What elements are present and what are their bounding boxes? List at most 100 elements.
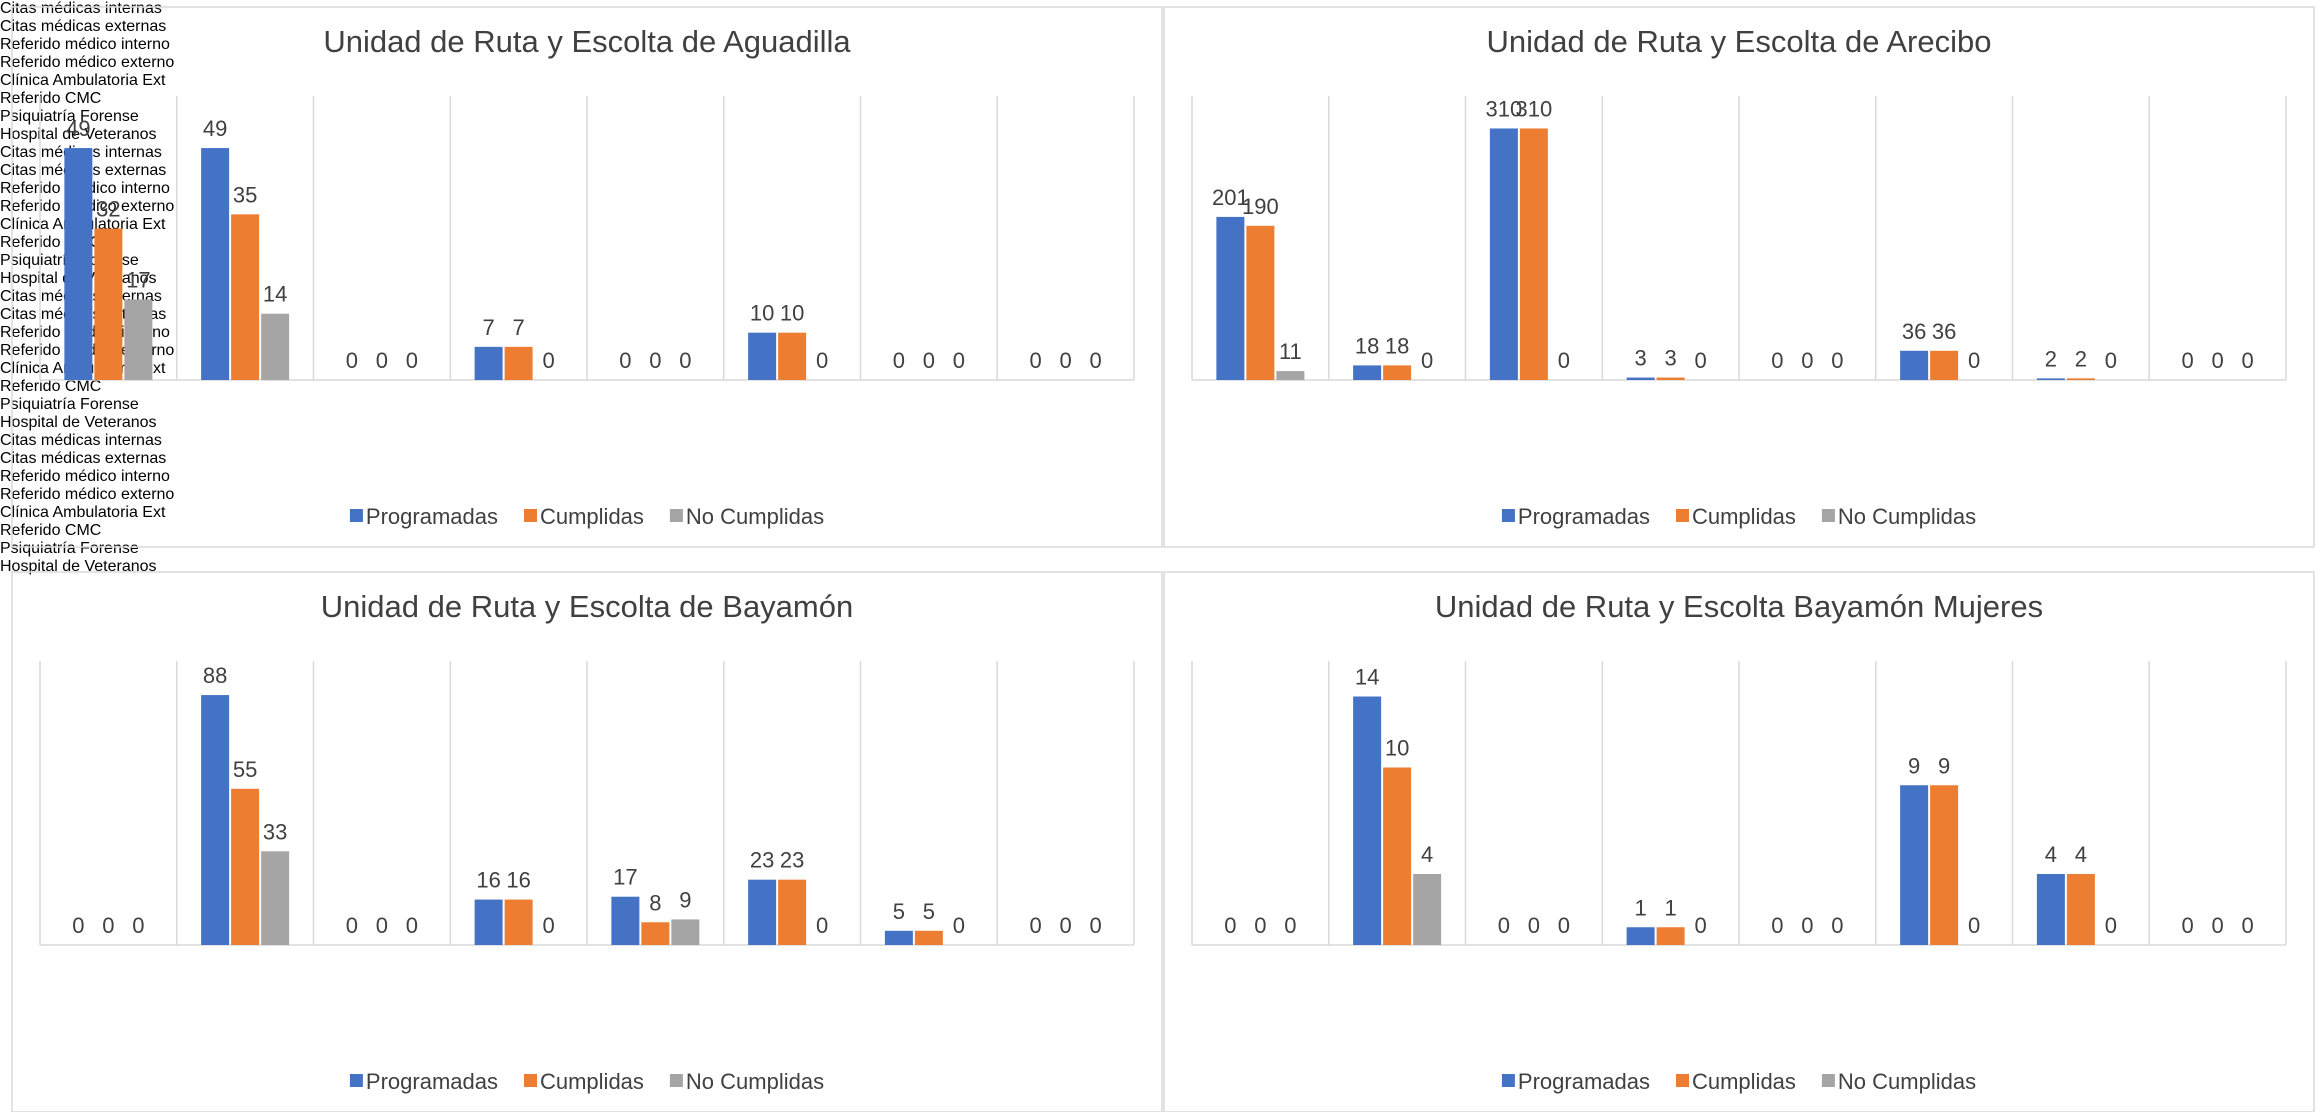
x-tick-label: Referido médico externo — [0, 486, 175, 503]
data-label: 7 — [513, 315, 525, 340]
legend-label: Cumplidas — [540, 1069, 644, 1094]
data-label: 0 — [1771, 913, 1783, 938]
data-label: 0 — [1695, 348, 1707, 373]
data-label: 0 — [816, 348, 828, 373]
data-label: 0 — [1831, 348, 1843, 373]
data-label: 0 — [132, 913, 144, 938]
data-label: 0 — [953, 913, 965, 938]
bar — [1413, 874, 1442, 945]
data-label: 0 — [1528, 913, 1540, 938]
data-label: 0 — [102, 913, 114, 938]
x-tick-label: Referido CMC — [0, 378, 102, 395]
legend-label: Programadas — [1518, 1069, 1650, 1094]
data-label: 49 — [66, 116, 90, 141]
bar — [64, 148, 93, 380]
bar — [124, 299, 153, 380]
bar — [611, 896, 640, 945]
data-label: 0 — [679, 348, 691, 373]
data-label: 0 — [406, 913, 418, 938]
chart-title: Unidad de Ruta y Escolta de Arecibo — [1487, 24, 1992, 59]
bar — [1353, 696, 1382, 945]
data-label: 2 — [2045, 346, 2057, 371]
data-label: 10 — [750, 301, 774, 326]
chart-title: Unidad de Ruta y Escolta Bayamón Mujeres — [1435, 589, 2043, 624]
bar — [1900, 785, 1929, 945]
data-label: 0 — [2182, 913, 2194, 938]
data-label: 9 — [1938, 753, 1950, 778]
data-label: 201 — [1212, 185, 1249, 210]
bar — [94, 228, 123, 380]
data-label: 4 — [2075, 842, 2087, 867]
x-tick-label: Referido médico interno — [0, 36, 170, 53]
x-tick-label: Referido médico interno — [0, 468, 170, 485]
bar — [1276, 371, 1305, 380]
x-tick-label: Clínica Ambulatoria Ext — [0, 72, 166, 89]
legend-swatch — [523, 509, 537, 522]
bar — [1519, 128, 1548, 380]
data-label: 0 — [923, 348, 935, 373]
legend-swatch — [1821, 1074, 1835, 1087]
data-label: 1 — [1635, 895, 1647, 920]
data-label: 0 — [543, 348, 555, 373]
data-label: 0 — [2212, 348, 2224, 373]
data-label: 9 — [679, 887, 691, 912]
x-tick-label: Citas médicas externas — [0, 450, 167, 467]
legend-swatch — [1821, 509, 1835, 522]
bar — [748, 332, 777, 380]
x-tick-label: Hospital de Veteranos — [0, 558, 157, 575]
data-label: 32 — [96, 197, 120, 222]
x-tick-label: Psiquiatría Forense — [0, 108, 139, 125]
x-tick-label: Citas médicas internas — [0, 432, 162, 449]
data-label: 16 — [506, 868, 530, 893]
data-label: 0 — [2182, 348, 2194, 373]
data-label: 88 — [203, 663, 227, 688]
data-label: 0 — [1831, 913, 1843, 938]
data-label: 36 — [1932, 319, 1956, 344]
bar — [2036, 378, 2065, 380]
data-label: 0 — [1284, 913, 1296, 938]
bar — [1216, 216, 1245, 380]
data-label: 0 — [2105, 913, 2117, 938]
bar — [504, 346, 533, 380]
x-tick-label: Referido CMC — [0, 90, 102, 107]
bar — [504, 899, 533, 945]
bar — [884, 930, 913, 945]
bar — [1383, 365, 1412, 380]
legend-swatch — [669, 509, 683, 522]
bar — [1930, 350, 1959, 380]
x-tick-label: Hospital de Veteranos — [0, 126, 157, 143]
data-label: 0 — [619, 348, 631, 373]
bar — [778, 879, 807, 945]
data-label: 7 — [483, 315, 495, 340]
legend-swatch — [523, 1074, 537, 1087]
x-tick-label: Psiquiatría Forense — [0, 396, 139, 413]
bar — [1353, 365, 1382, 380]
bar — [201, 695, 230, 945]
legend-swatch — [1501, 1074, 1515, 1087]
data-label: 0 — [816, 913, 828, 938]
data-label: 18 — [1355, 333, 1379, 358]
bar — [1489, 128, 1518, 380]
legend-label: No Cumplidas — [686, 1069, 824, 1094]
legend-swatch — [1675, 1074, 1689, 1087]
data-label: 0 — [1030, 348, 1042, 373]
data-label: 0 — [376, 348, 388, 373]
legend-label: No Cumplidas — [1838, 1069, 1976, 1094]
data-label: 0 — [346, 913, 358, 938]
bar — [914, 930, 943, 945]
bar — [1656, 377, 1685, 380]
data-label: 17 — [126, 268, 150, 293]
data-label: 0 — [893, 348, 905, 373]
data-label: 14 — [1355, 665, 1379, 690]
data-label: 0 — [2212, 913, 2224, 938]
data-label: 310 — [1486, 96, 1523, 121]
data-label: 0 — [1801, 913, 1813, 938]
bar — [671, 919, 700, 945]
bar — [474, 346, 503, 380]
data-label: 2 — [2075, 346, 2087, 371]
data-label: 190 — [1242, 194, 1279, 219]
data-label: 0 — [1421, 348, 1433, 373]
legend-swatch — [1501, 509, 1515, 522]
bar — [261, 851, 290, 945]
data-label: 3 — [1665, 346, 1677, 371]
